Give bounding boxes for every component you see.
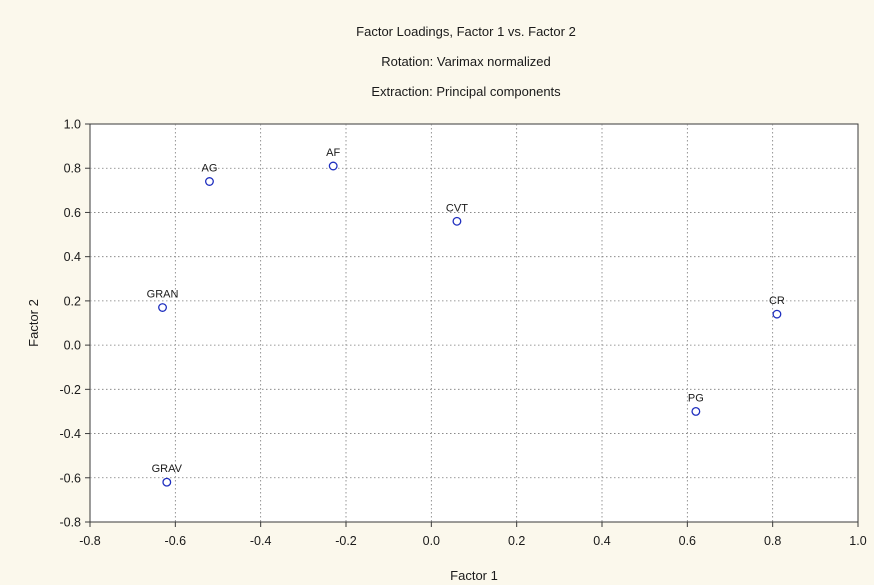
data-point-label-gran: GRAN — [147, 289, 179, 301]
data-point-label-grav: GRAV — [152, 463, 183, 475]
data-point-label-cvt: CVT — [446, 202, 468, 214]
y-tick-label: 1.0 — [64, 118, 81, 132]
data-point-label-af: AF — [326, 147, 340, 159]
x-axis-label: Factor 1 — [450, 568, 498, 583]
x-tick-label: -0.2 — [335, 534, 357, 548]
y-tick-label: 0.2 — [64, 294, 81, 308]
data-point-label-ag: AG — [202, 162, 218, 174]
data-point-pg — [691, 406, 701, 416]
gridlines — [90, 124, 858, 522]
y-tick-label: 0.4 — [64, 250, 81, 264]
x-tick-label: -0.8 — [79, 534, 101, 548]
y-tick-label: 0.6 — [64, 206, 81, 220]
data-point-grav — [162, 477, 172, 487]
data-point-label-pg: PG — [688, 392, 704, 404]
chart-subtitle-extraction: Extraction: Principal components — [371, 84, 561, 99]
chart-title: Factor Loadings, Factor 1 vs. Factor 2 — [356, 24, 576, 39]
y-axis-label: Factor 2 — [26, 299, 41, 347]
x-tick-label: 0.6 — [679, 534, 696, 548]
plot-area — [89, 123, 859, 523]
x-tick-label: 0.2 — [508, 534, 525, 548]
chart-subtitle-rotation: Rotation: Varimax normalized — [381, 54, 551, 69]
data-point-gran — [158, 303, 167, 312]
axis-ticks: -0.8 -0.6 -0.4 -0.2 0.0 0.2 0.4 0.6 0.8 1.0 -0.8 -0… — [59, 118, 866, 549]
x-tick-label: 0.4 — [593, 534, 610, 548]
data-point-cvt — [452, 216, 462, 226]
data-point-cr — [772, 309, 782, 319]
x-tick-label: 0.0 — [423, 534, 440, 548]
y-tick-label: -0.6 — [59, 471, 81, 485]
x-tick-label: -0.6 — [165, 534, 187, 548]
data-points: AG AF CVT GRAN CR PG GRAV — [147, 147, 785, 487]
x-tick-label: 1.0 — [849, 534, 866, 548]
y-tick-label: -0.2 — [59, 383, 81, 397]
y-tick-label: 0.8 — [64, 162, 81, 176]
data-point-ag — [205, 177, 214, 186]
chart-titles: Factor Loadings, Factor 1 vs. Factor 2 R… — [356, 24, 576, 99]
y-tick-label: -0.8 — [59, 516, 81, 530]
y-tick-label: -0.4 — [59, 427, 81, 441]
data-point-af — [328, 161, 338, 171]
x-tick-label: 0.8 — [764, 534, 781, 548]
y-tick-label: 0.0 — [64, 339, 81, 353]
data-point-label-cr: CR — [769, 295, 785, 307]
x-tick-label: -0.4 — [250, 534, 272, 548]
